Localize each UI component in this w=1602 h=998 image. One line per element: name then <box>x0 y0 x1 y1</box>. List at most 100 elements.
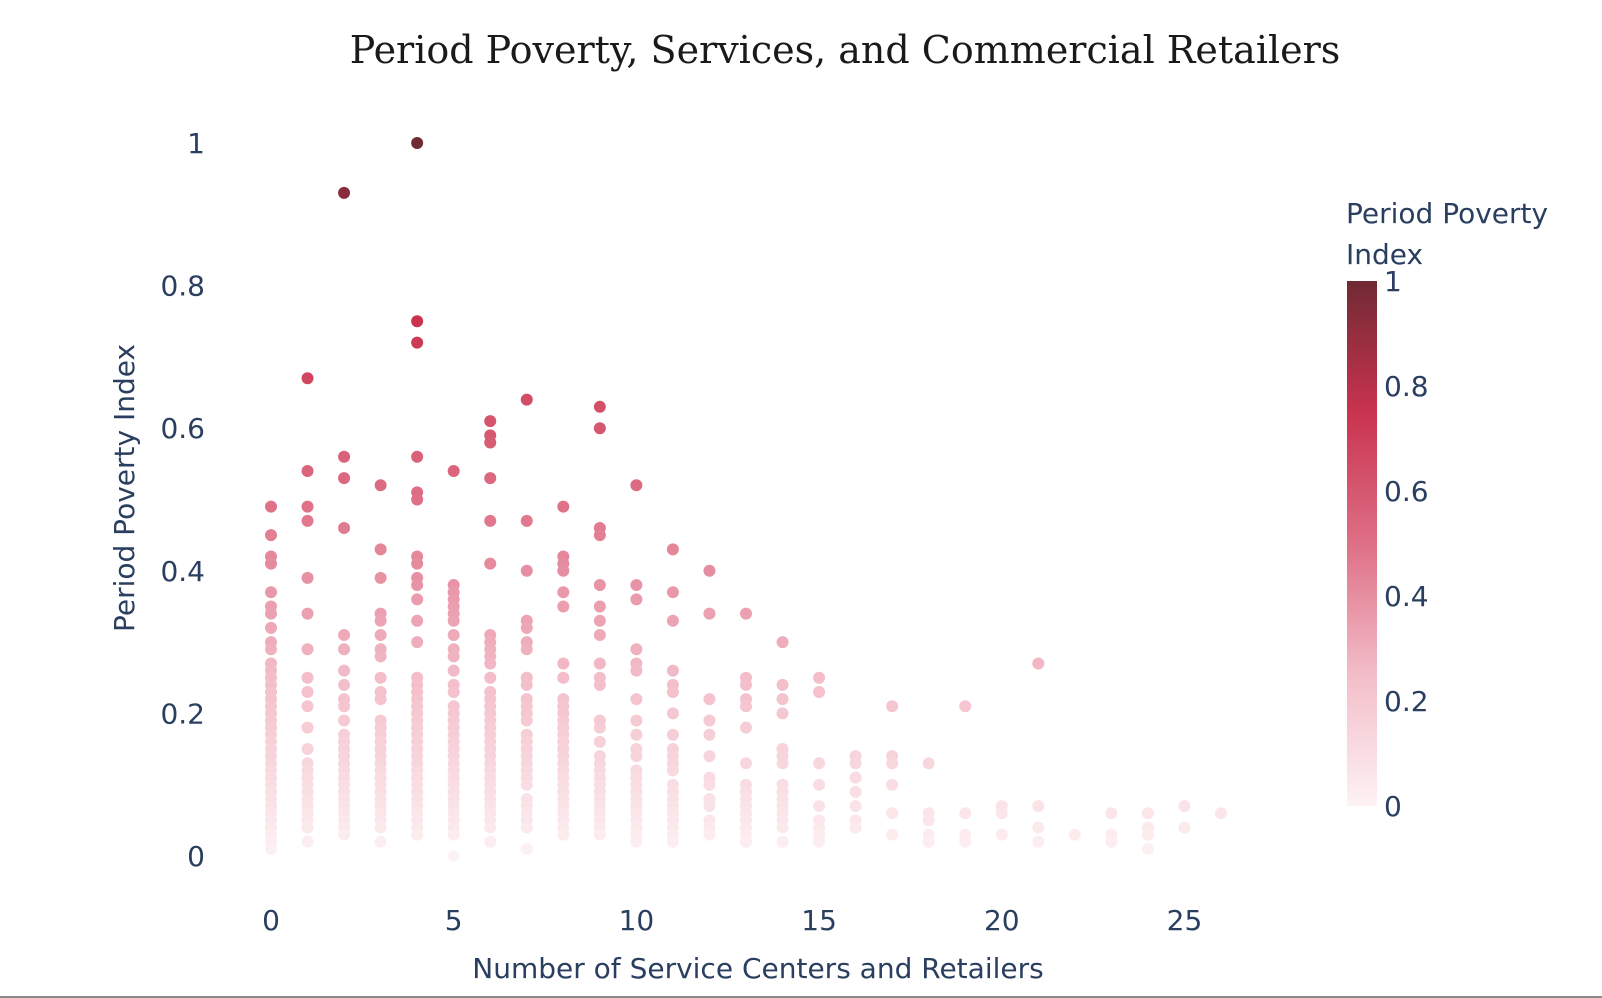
data-point <box>411 579 424 592</box>
data-point <box>666 728 679 741</box>
data-point <box>301 671 314 684</box>
data-point <box>666 835 679 848</box>
data-point <box>484 835 497 848</box>
data-point <box>703 800 716 813</box>
data-point <box>301 500 314 513</box>
data-point <box>593 735 606 748</box>
data-point <box>484 557 497 570</box>
data-point <box>301 821 314 834</box>
data-point <box>447 686 460 699</box>
data-point <box>666 764 679 777</box>
data-point <box>593 628 606 641</box>
data-point <box>886 757 899 770</box>
data-point <box>703 693 716 706</box>
data-point <box>338 664 351 677</box>
data-point <box>301 721 314 734</box>
data-point <box>959 807 972 820</box>
data-point <box>886 778 899 791</box>
data-point <box>776 707 789 720</box>
data-point <box>447 664 460 677</box>
data-point <box>447 464 460 477</box>
data-point <box>520 842 533 855</box>
data-point <box>447 828 460 841</box>
data-point <box>593 400 606 413</box>
x-tick-label: 0 <box>262 904 280 937</box>
data-point <box>1032 800 1045 813</box>
data-point <box>813 757 826 770</box>
data-point <box>301 571 314 584</box>
data-point <box>703 828 716 841</box>
data-point <box>374 479 387 492</box>
data-point <box>484 657 497 670</box>
data-point <box>557 671 570 684</box>
data-point <box>484 436 497 449</box>
data-point <box>484 415 497 428</box>
data-point <box>301 743 314 756</box>
data-point <box>630 593 643 606</box>
data-point <box>338 186 351 199</box>
data-point <box>703 778 716 791</box>
data-point <box>593 614 606 627</box>
data-point <box>411 593 424 606</box>
data-point <box>703 750 716 763</box>
data-point <box>959 835 972 848</box>
data-point <box>557 828 570 841</box>
data-point <box>922 757 935 770</box>
colorbar-tick-label: 0.2 <box>1384 685 1429 718</box>
data-point <box>1068 828 1081 841</box>
data-point <box>520 393 533 406</box>
y-tick-label: 0.2 <box>160 697 205 730</box>
data-point <box>1105 807 1118 820</box>
data-point <box>740 835 752 848</box>
data-point <box>411 636 424 649</box>
data-point <box>447 614 460 627</box>
data-point <box>593 657 606 670</box>
data-point <box>411 614 424 627</box>
data-point <box>374 571 387 584</box>
data-point <box>520 643 533 656</box>
data-point <box>1178 800 1191 813</box>
colorbar-tick-label: 0.8 <box>1384 370 1429 403</box>
data-point <box>776 821 789 834</box>
colorbar: Period Poverty Index 0 0.2 0.4 0.6 0.8 1 <box>1346 197 1548 823</box>
data-point <box>557 586 570 599</box>
x-tick-label: 20 <box>984 904 1020 937</box>
data-point <box>813 835 826 848</box>
data-point <box>1141 807 1154 820</box>
data-point <box>301 835 314 848</box>
data-point <box>703 714 716 727</box>
colorbar-title-line-2: Index <box>1346 238 1423 271</box>
data-point <box>849 785 862 798</box>
data-point <box>813 671 826 684</box>
data-point <box>447 850 460 862</box>
data-point <box>813 686 826 699</box>
data-point <box>484 472 497 485</box>
data-point <box>849 821 862 834</box>
data-point <box>995 807 1008 820</box>
data-point <box>374 671 387 684</box>
data-point <box>557 657 570 670</box>
data-point <box>849 800 862 813</box>
data-point <box>666 707 679 720</box>
y-tick-label: 0 <box>187 840 205 873</box>
data-point <box>484 671 497 684</box>
data-point <box>520 778 533 791</box>
data-point <box>630 643 643 656</box>
data-point <box>703 564 716 577</box>
data-point <box>922 814 935 827</box>
data-point <box>374 835 387 848</box>
data-point <box>374 614 387 627</box>
x-tick-label: 25 <box>1167 904 1203 937</box>
data-point <box>338 700 351 713</box>
y-axis-ticks: 0 0.2 0.4 0.6 0.8 1 <box>160 127 205 873</box>
data-point <box>922 835 935 848</box>
data-point <box>484 821 497 834</box>
data-point <box>411 557 424 570</box>
x-axis-label: Number of Service Centers and Retailers <box>472 952 1043 985</box>
data-point <box>1178 821 1191 834</box>
data-point <box>630 664 643 677</box>
data-point <box>301 643 314 656</box>
y-tick-label: 0.4 <box>160 555 205 588</box>
data-point <box>630 714 643 727</box>
